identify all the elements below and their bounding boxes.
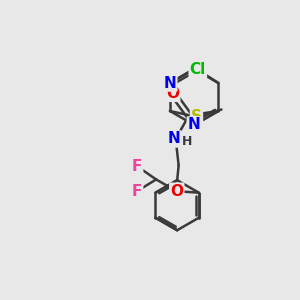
Text: N: N [164, 76, 176, 91]
Text: Cl: Cl [190, 62, 206, 77]
Text: F: F [132, 159, 142, 174]
Text: H: H [182, 135, 192, 148]
Text: N: N [188, 118, 200, 133]
Text: O: O [170, 184, 183, 199]
Text: F: F [132, 184, 142, 199]
Text: S: S [191, 110, 202, 124]
Text: O: O [166, 86, 179, 101]
Text: N: N [168, 131, 181, 146]
